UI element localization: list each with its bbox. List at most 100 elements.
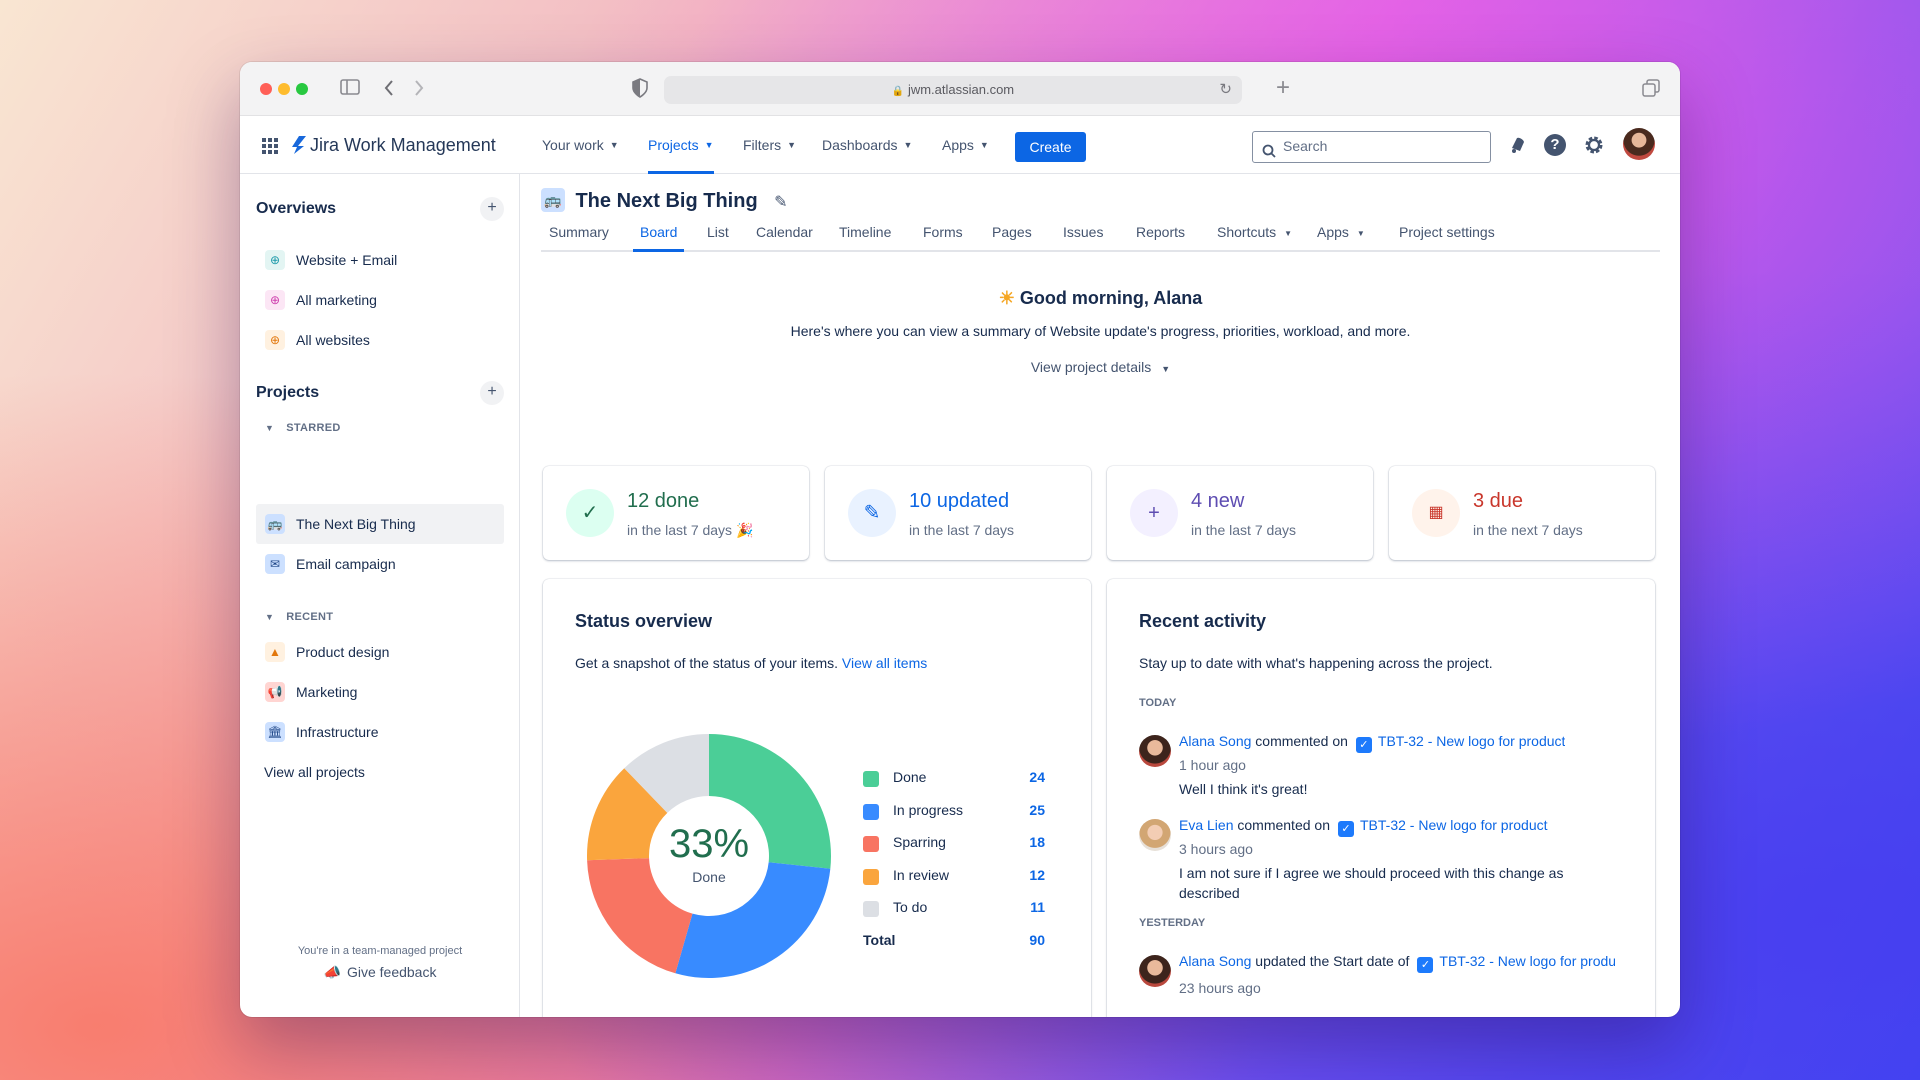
nav-your-work[interactable]: Your work ▼ — [542, 116, 619, 174]
nav-label: Your work — [542, 137, 604, 153]
tab-reports[interactable]: Reports — [1136, 224, 1186, 240]
tab-pages[interactable]: Pages — [992, 224, 1032, 240]
issue-link[interactable]: TBT-32 - New logo for product — [1439, 953, 1615, 969]
avatar[interactable] — [1139, 819, 1171, 851]
search-placeholder: Search — [1283, 138, 1328, 154]
tab-label: Apps — [1317, 224, 1349, 240]
notifications-icon[interactable] — [1506, 134, 1528, 156]
sidebar-toggle-icon[interactable] — [340, 79, 360, 99]
app-switcher-icon[interactable] — [262, 138, 278, 159]
user-avatar[interactable] — [1623, 128, 1655, 160]
avatar[interactable] — [1139, 955, 1171, 987]
status-title: Status overview — [575, 611, 713, 631]
sidebar-item-label: All websites — [296, 332, 370, 348]
stat-card-updated[interactable]: ✎ 10 updated in the last 7 days — [825, 466, 1091, 560]
donut-center-percentage: 33% — [668, 822, 750, 866]
reload-icon[interactable]: ↻ — [1219, 81, 1232, 98]
legend-label: Sparring — [893, 834, 946, 850]
legend-value[interactable]: 24 — [1029, 769, 1045, 785]
chevron-down-icon: ▼ — [979, 140, 989, 150]
user-link[interactable]: Alana Song — [1179, 953, 1252, 969]
stat-card-done[interactable]: ✓ 12 done in the last 7 days 🎉 — [543, 466, 809, 560]
minimize-window-button[interactable] — [278, 83, 290, 95]
view-all-projects-link[interactable]: View all projects — [264, 764, 365, 780]
sidebar-item-all-marketing[interactable]: ⊕ All marketing — [256, 280, 504, 320]
tab-board[interactable]: Board — [633, 220, 685, 252]
product-logo[interactable]: Jira Work Management — [290, 133, 496, 157]
maximize-window-button[interactable] — [296, 83, 308, 95]
pencil-icon: ✎ — [848, 489, 896, 537]
legend-label: In review — [893, 866, 950, 883]
legend-value[interactable]: 11 — [1030, 899, 1045, 915]
theme-paint-icon[interactable]: ✎ — [774, 194, 788, 211]
tab-forms[interactable]: Forms — [923, 224, 963, 240]
forward-icon[interactable] — [413, 79, 425, 101]
legend-total-value[interactable]: 90 — [1029, 931, 1045, 948]
browser-toolbar: 🔒 jwm.atlassian.com ↻ + — [240, 62, 1680, 116]
stat-caption: in the last 7 days 🎉 — [627, 522, 753, 539]
stat-value: 4 new — [1191, 490, 1245, 512]
chevron-down-icon: ▼ — [1284, 229, 1293, 238]
tab-list[interactable]: List — [707, 224, 729, 240]
activity-time: 23 hours ago — [1179, 980, 1261, 996]
sidebar-item-email-campaign[interactable]: ✉ Email campaign — [256, 544, 504, 584]
legend-value[interactable]: 12 — [1029, 866, 1045, 883]
legend-value[interactable]: 25 — [1029, 801, 1045, 818]
donut-slice-sparring[interactable] — [587, 858, 693, 974]
view-project-details-button[interactable]: View project details ▼ — [521, 359, 1680, 375]
create-button[interactable]: Create — [1015, 132, 1086, 162]
issue-link[interactable]: TBT-32 - New logo for product — [1377, 733, 1566, 749]
sidebar-item-product-design[interactable]: ▲ Product design — [256, 632, 504, 672]
tabs-overview-icon[interactable] — [1642, 79, 1660, 101]
help-icon[interactable]: ? — [1544, 134, 1566, 156]
sidebar-item-infrastructure[interactable]: 🏛 Infrastructure — [256, 712, 504, 752]
view-all-items-link[interactable]: View all items — [841, 655, 928, 671]
nav-projects[interactable]: Projects ▼ — [648, 116, 714, 174]
donut-slice-done[interactable] — [709, 734, 831, 869]
donut-slice-in-progress[interactable] — [675, 862, 831, 978]
add-project-button[interactable]: + — [480, 381, 504, 405]
address-bar[interactable]: 🔒 jwm.atlassian.com ↻ — [664, 76, 1242, 104]
recent-section-toggle[interactable]: ▼ RECENT — [265, 611, 333, 623]
donut-slice-to-do[interactable] — [624, 734, 709, 813]
legend-value[interactable]: 18 — [1029, 834, 1045, 850]
tab-issues[interactable]: Issues — [1063, 224, 1104, 240]
stat-caption: in the last 7 days — [909, 522, 1015, 538]
tab-calendar[interactable]: Calendar — [756, 224, 813, 240]
back-icon[interactable] — [383, 79, 395, 101]
nav-apps[interactable]: Apps ▼ — [942, 116, 989, 174]
sidebar-item-website-email[interactable]: ⊕ Website + Email — [256, 240, 504, 280]
shield-icon[interactable] — [632, 78, 648, 102]
stat-card-due[interactable]: ▦ 3 due in the next 7 days — [1389, 466, 1655, 560]
task-checkbox-icon: ✓ — [1337, 821, 1354, 837]
chevron-down-icon: ▼ — [265, 423, 275, 433]
settings-gear-icon[interactable] — [1583, 134, 1605, 156]
user-link[interactable]: Eva Lien — [1179, 817, 1234, 833]
tab-timeline[interactable]: Timeline — [839, 224, 892, 240]
starred-section-toggle[interactable]: ▼ STARRED — [265, 422, 341, 434]
stat-card-new[interactable]: + 4 new in the last 7 days — [1107, 466, 1373, 560]
close-window-button[interactable] — [260, 83, 272, 95]
sidebar-item-the-next-big-thing[interactable]: 🚌 The Next Big Thing — [256, 504, 504, 544]
tab-summary[interactable]: Summary — [549, 224, 609, 240]
tab-shortcuts[interactable]: Shortcuts ▼ — [1217, 220, 1292, 252]
tab-apps[interactable]: Apps ▼ — [1317, 220, 1365, 252]
issue-link[interactable]: TBT-32 - New logo for product — [1359, 817, 1548, 833]
activity-action: commented on — [1255, 733, 1348, 749]
add-overview-button[interactable]: + — [480, 197, 504, 221]
stat-value: 12 done — [627, 490, 700, 512]
section-label: STARRED — [286, 422, 341, 434]
search-input[interactable]: Search — [1252, 131, 1491, 163]
nav-dashboards[interactable]: Dashboards ▼ — [822, 116, 912, 174]
rocket-project-icon: 🚌 — [265, 514, 285, 534]
sidebar-item-all-websites[interactable]: ⊕ All websites — [256, 320, 504, 360]
give-feedback-button[interactable]: 📣 Give feedback — [240, 964, 520, 981]
user-link[interactable]: Alana Song — [1179, 733, 1252, 749]
nav-filters[interactable]: Filters ▼ — [743, 116, 796, 174]
donut-slice-in-review[interactable] — [587, 768, 668, 861]
activity-action: commented on — [1237, 817, 1330, 833]
new-tab-icon[interactable]: + — [1276, 74, 1291, 101]
tab-project-settings[interactable]: Project settings — [1399, 224, 1495, 240]
sidebar-item-marketing[interactable]: 📢 Marketing — [256, 672, 504, 712]
avatar[interactable] — [1139, 735, 1171, 767]
